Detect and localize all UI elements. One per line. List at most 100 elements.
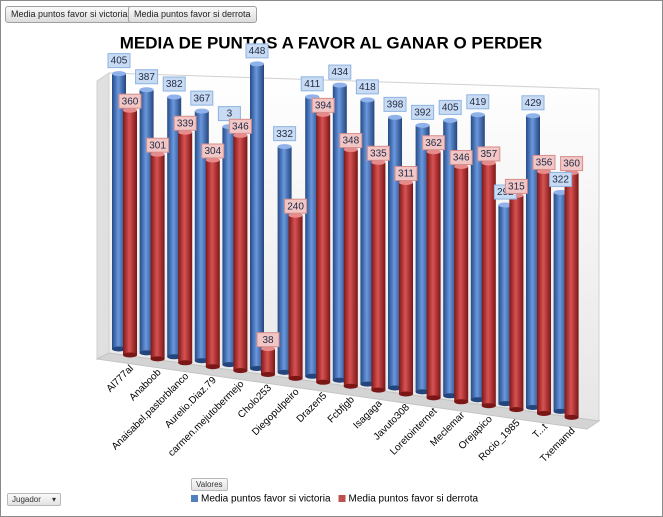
data-label-box (162, 76, 186, 92)
data-label: 346 (232, 121, 249, 132)
cylinder (553, 192, 568, 412)
legend-label: Media puntos favor si victoria (201, 494, 331, 505)
side-wall (96, 72, 110, 360)
cylinder-top (178, 129, 193, 135)
data-label-box (107, 53, 131, 69)
cylinder (178, 132, 193, 363)
cylinder (454, 166, 469, 402)
data-label: 387 (138, 72, 155, 83)
legend: Media puntos favor si victoria Media punt… (191, 494, 478, 505)
data-label: 315 (508, 182, 525, 193)
cylinder-top (194, 108, 209, 114)
cylinder (526, 115, 540, 408)
cylinder-top (139, 87, 154, 93)
data-label-box (438, 99, 462, 115)
data-label: 356 (536, 158, 553, 169)
data-label-box (146, 137, 170, 153)
cylinder-base (261, 372, 275, 377)
legend-field-button[interactable]: Valores (191, 478, 228, 491)
cylinder-top (553, 189, 568, 195)
data-label-box (549, 171, 573, 187)
x-tick-label: Al777al (105, 363, 136, 394)
cylinder (388, 117, 402, 389)
data-label: 382 (166, 79, 183, 90)
data-label-box (477, 146, 501, 162)
data-label: 311 (398, 169, 414, 180)
field-button[interactable]: Media puntos favor si derrota (128, 6, 257, 23)
cylinder-base (139, 350, 154, 356)
cylinder-top (250, 61, 264, 67)
cylinder-base (277, 369, 292, 375)
data-label: 335 (370, 148, 387, 159)
cylinder (426, 151, 441, 398)
cylinder-top (112, 71, 126, 77)
x-tick-label: T...t (531, 422, 550, 441)
cylinder (112, 73, 126, 349)
data-label: 360 (563, 159, 580, 170)
cylinder (150, 154, 165, 359)
cylinder (360, 99, 375, 385)
cylinder (288, 215, 303, 379)
cylinder-base (178, 360, 193, 366)
cylinder-top (399, 180, 413, 186)
data-label: 240 (287, 201, 304, 212)
data-label: 38 (262, 335, 274, 346)
data-label-box (422, 135, 446, 151)
cylinder-base (537, 411, 551, 416)
cylinder-base (123, 352, 137, 358)
data-label-box (560, 156, 584, 172)
cylinder-top (443, 117, 458, 123)
data-label: 304 (204, 146, 221, 157)
data-label: 405 (111, 56, 128, 67)
data-label: 367 (193, 93, 210, 104)
data-label: 322 (552, 175, 569, 186)
cylinder (316, 114, 331, 383)
cylinder-base (553, 408, 568, 414)
data-label-box (201, 143, 225, 159)
cylinder-top (526, 113, 540, 119)
cylinder-base (150, 356, 165, 362)
cylinder (415, 125, 430, 392)
data-label: 434 (331, 67, 348, 78)
cylinder (305, 96, 320, 377)
cylinder (261, 348, 275, 375)
x-tick-label: Fcbfjgb (326, 394, 357, 425)
cylinder-top (388, 114, 402, 120)
cylinder-base (233, 368, 248, 374)
cylinder (564, 172, 579, 418)
cylinder-base (481, 403, 496, 409)
data-label: 419 (469, 97, 486, 108)
cylinder (123, 110, 137, 355)
cylinder (222, 126, 237, 365)
data-label: 411 (304, 79, 320, 90)
data-label-box (383, 96, 407, 112)
floor (95, 352, 601, 430)
data-label: 339 (177, 118, 194, 129)
cylinder-base (388, 385, 402, 391)
cylinder-top (415, 122, 430, 128)
data-label: 348 (342, 136, 359, 147)
cylinder-base (250, 366, 264, 371)
data-label-box (190, 90, 214, 106)
cylinder-base (288, 375, 303, 381)
cylinder-base (360, 381, 375, 387)
cylinder (399, 182, 413, 394)
data-label-box (411, 104, 435, 120)
cylinder-top (332, 82, 347, 88)
data-label-box (394, 166, 418, 182)
data-label: 346 (453, 153, 470, 164)
cylinder (498, 205, 513, 404)
cylinder-top (454, 164, 469, 170)
cylinder-top (261, 346, 275, 352)
filter-dropdown[interactable]: Jugador ▾ (7, 493, 61, 506)
data-label: 394 (315, 101, 332, 112)
cylinder (250, 63, 264, 369)
cylinder-base (205, 364, 220, 370)
data-label-box (532, 154, 556, 170)
cylinder-top (426, 149, 441, 155)
data-label-box (521, 95, 545, 111)
data-label-box (339, 133, 363, 149)
cylinder-base (371, 387, 386, 393)
